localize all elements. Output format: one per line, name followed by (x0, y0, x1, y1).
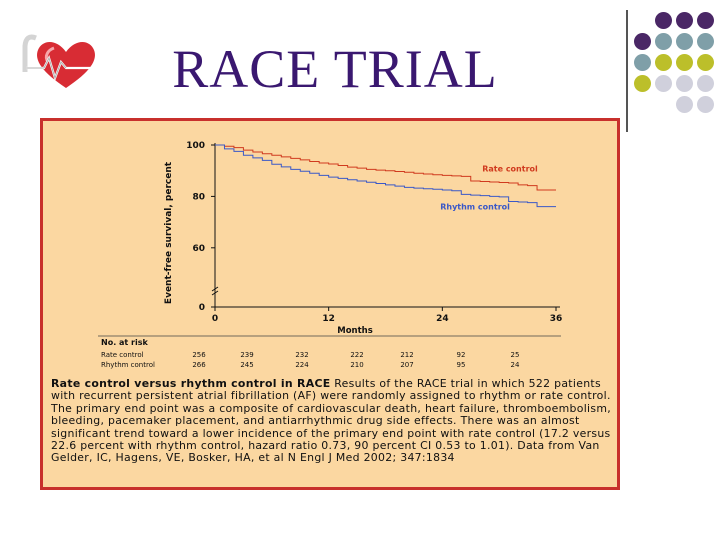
at-risk-value: 266 (192, 361, 206, 369)
at-risk-value: 207 (400, 361, 413, 369)
decorative-dot (697, 12, 714, 29)
y-axis-title: Event-free survival, percent (164, 161, 174, 304)
decorative-dot (697, 75, 714, 92)
at-risk-row-label: Rhythm control (101, 361, 155, 369)
decorative-dot (697, 96, 714, 113)
heart-logo (22, 32, 110, 94)
at-risk-value: 222 (350, 351, 363, 359)
y-axis-label: Event-free survival, percent (164, 161, 174, 304)
axis-break-mark (211, 286, 219, 296)
at-risk-value: 25 (511, 351, 520, 359)
decorative-dot (676, 54, 693, 71)
decorative-dot-grid (634, 12, 718, 120)
series-label: Rhythm control (440, 203, 510, 212)
series-label: Rate control (482, 164, 538, 173)
figure-panel: Event-free survival, percent 0 60 80 100 0 12… (40, 118, 620, 490)
series-line-rhythm-control (215, 144, 556, 208)
series-layer (215, 144, 556, 208)
at-risk-value: 24 (511, 361, 520, 369)
heart-logo-icon (22, 34, 106, 88)
decorative-dot (655, 33, 672, 50)
at-risk-value: 212 (400, 351, 413, 359)
y-tick-label: 80 (192, 192, 205, 202)
at-risk-value: 224 (295, 361, 309, 369)
at-risk-row-label: Rate control (101, 351, 144, 359)
decorative-dot (655, 12, 672, 29)
caption-text: Results of the RACE trial in which 522 p… (51, 377, 611, 465)
x-axis-title: Months (337, 326, 373, 336)
y-tick-label: 0 (199, 303, 205, 313)
at-risk-table: Rate control 256 239 232 222 212 92 25 Rhythm co… (101, 351, 520, 369)
chart-axes: 0 60 80 100 0 12 24 36 (186, 141, 562, 324)
figure-caption: Rate control versus rhythm control in RA… (51, 377, 617, 465)
x-tick-label: 36 (550, 314, 563, 324)
decorative-dot (634, 54, 651, 71)
decorative-dot (676, 33, 693, 50)
survival-chart: Event-free survival, percent 0 60 80 100 0 12… (98, 141, 562, 369)
series-labels: Rate control Rhythm control (440, 164, 538, 211)
decorative-dot (676, 75, 693, 92)
decorative-dot (697, 33, 714, 50)
at-risk-value: 239 (240, 351, 253, 359)
at-risk-value: 210 (350, 361, 363, 369)
decorative-dot (655, 75, 672, 92)
x-tick-label: 0 (212, 314, 218, 324)
decorative-dot (655, 54, 672, 71)
decorative-dot (676, 96, 693, 113)
decorative-dot (676, 12, 693, 29)
at-risk-value: 256 (192, 351, 206, 359)
decorative-dot (634, 75, 651, 92)
title-divider (626, 10, 628, 132)
x-tick-label: 24 (436, 314, 449, 324)
x-tick-label: 12 (322, 314, 335, 324)
at-risk-value: 232 (295, 351, 308, 359)
caption-heading: Rate control versus rhythm control in RA… (51, 377, 331, 390)
at-risk-value: 95 (457, 361, 466, 369)
slide-title: RACE TRIAL (172, 39, 498, 99)
at-risk-value: 92 (457, 351, 466, 359)
y-tick-label: 100 (186, 141, 205, 151)
decorative-dot (697, 54, 714, 71)
series-line-rate-control (215, 144, 556, 191)
at-risk-value: 245 (240, 361, 253, 369)
decorative-dot (634, 33, 651, 50)
y-tick-label: 60 (192, 244, 205, 254)
at-risk-title: No. at risk (101, 338, 148, 347)
